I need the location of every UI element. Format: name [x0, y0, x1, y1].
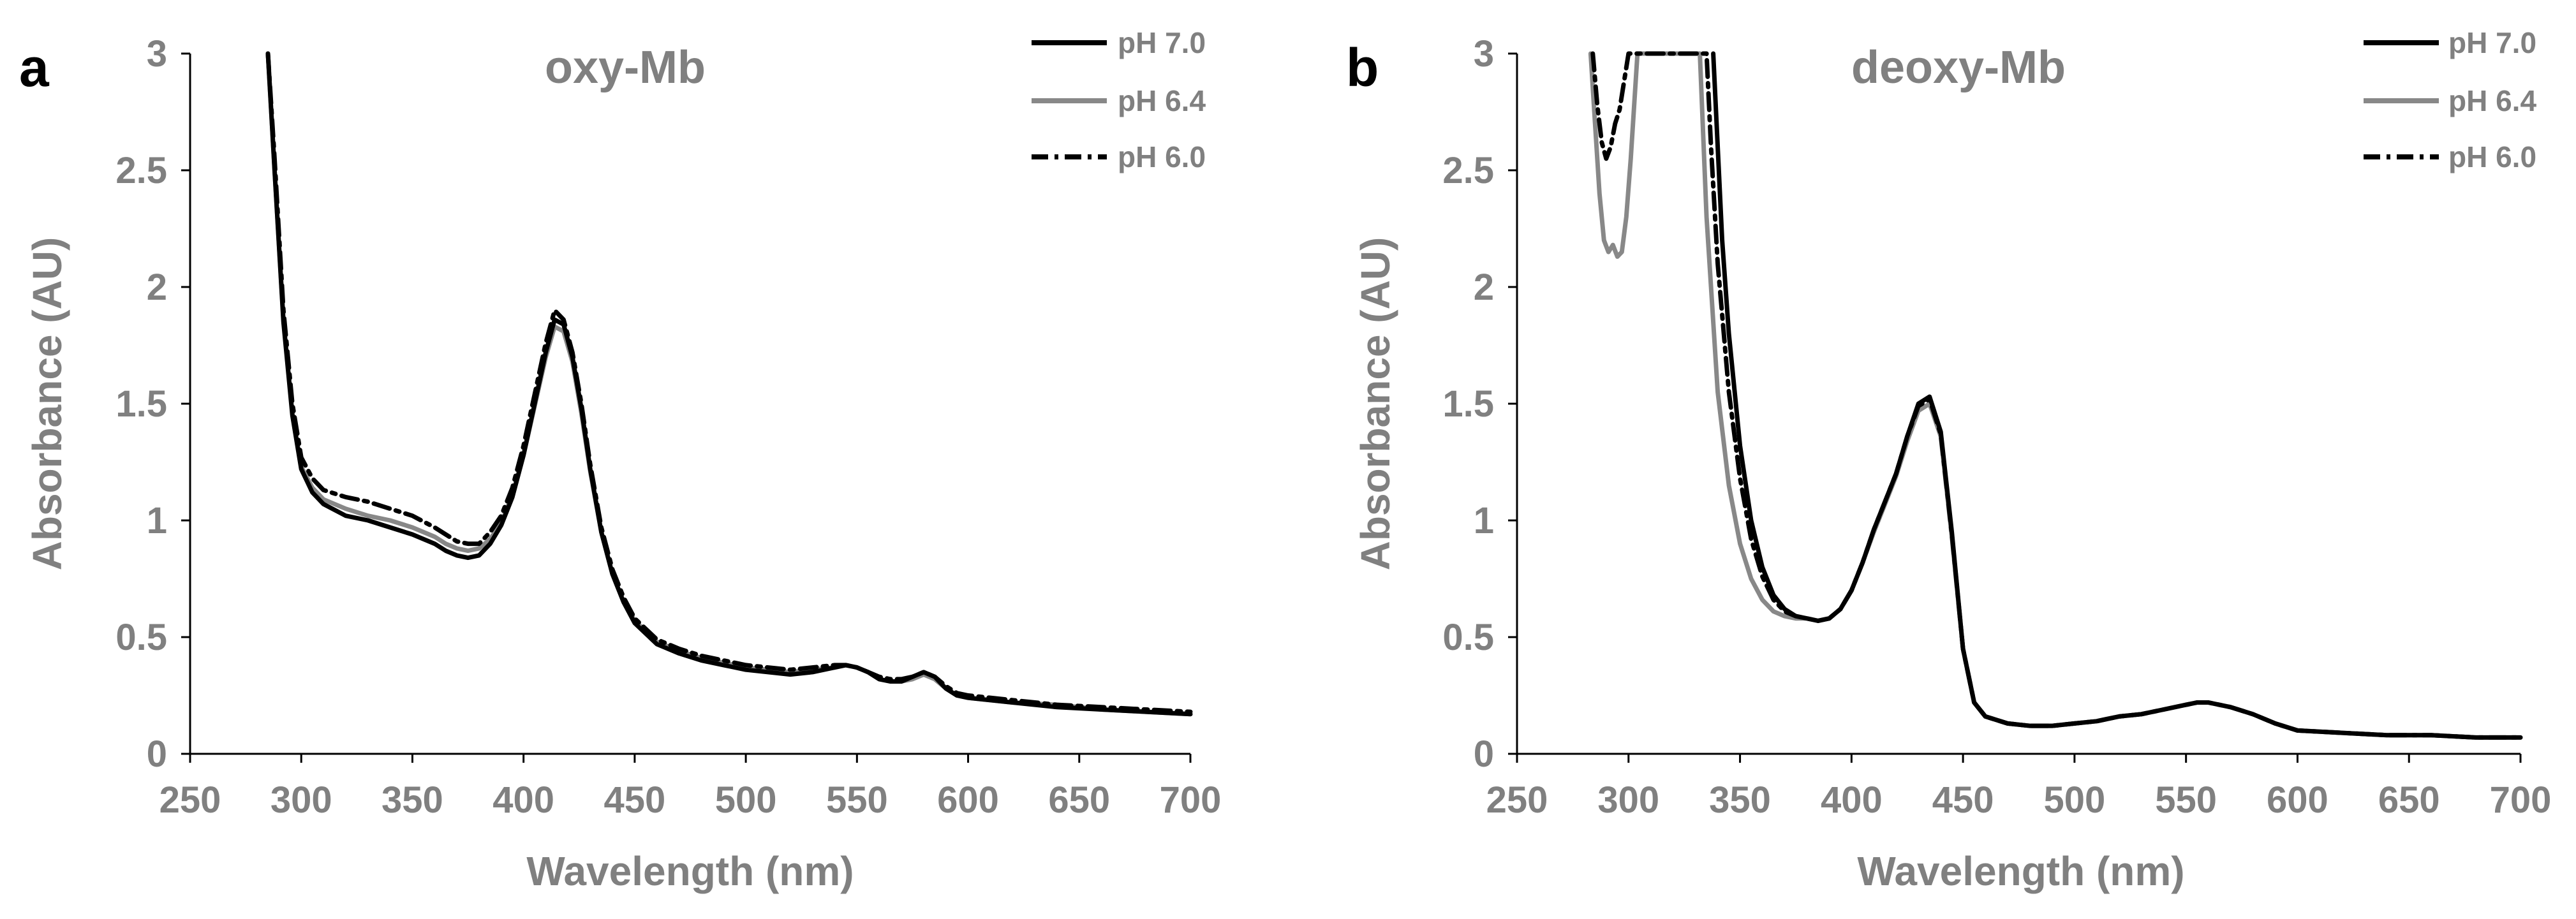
- panel-b-x-tick-label-3: 400: [1821, 779, 1883, 821]
- panel-b-x-tick-label-2: 350: [1709, 779, 1771, 821]
- panel-b-series-layer: [1588, 51, 2523, 740]
- panel-b-y-tick-label-1: 0.5: [1442, 617, 1494, 658]
- panel-b-deoxy-mb: b deoxy-Mb 250 300 350 400 450 500 550 600 650 70…: [1346, 26, 2551, 894]
- panel-a-x-tick-label-4: 450: [603, 779, 665, 821]
- panel-b-x-tick-label-4: 450: [1932, 779, 1994, 821]
- panel-b-legend-entry-0: pH 7.0: [2364, 26, 2536, 59]
- panel-a-series-layer: [265, 51, 1193, 717]
- panel-a-x-tick-label-3: 400: [492, 779, 554, 821]
- panel-a-legend-entry-0: pH 7.0: [1032, 26, 1206, 59]
- panel-a-legend: pH 7.0 pH 6.4 pH 6.0: [1032, 26, 1206, 173]
- panel-a-y-tick-label-3: 1.5: [115, 383, 167, 425]
- panel-b-x-tick-label-7: 600: [2267, 779, 2328, 821]
- panel-b-y-tick-label-5: 2.5: [1442, 150, 1494, 191]
- panel-a-legend-label-0: pH 7.0: [1118, 26, 1206, 59]
- panel-b-legend-entry-1: pH 6.4: [2364, 84, 2536, 117]
- panel-b-legend-label-0: pH 7.0: [2448, 26, 2536, 59]
- panel-b-plot-area: 250 300 350 400 450 500 550 600 650 700 0 0.5 1 1.5 2 2…: [1442, 33, 2551, 821]
- panel-b-y-tick-label-4: 2: [1474, 267, 1494, 308]
- panel-a-x-axis-label: Wavelength (nm): [526, 848, 854, 894]
- panel-b-y-tick-label-3: 1.5: [1442, 383, 1494, 425]
- panel-a-label: a: [19, 38, 50, 98]
- panel-a-series-line-ph-7-0: [265, 51, 1193, 717]
- panel-b-x-tick-label-9: 700: [2490, 779, 2552, 821]
- panel-a-legend-label-2: pH 6.0: [1118, 140, 1206, 173]
- panel-a-y-tick-label-2: 1: [147, 500, 167, 541]
- panel-b-y-axis-label: Absorbance (AU): [1352, 237, 1398, 571]
- panel-a-y-axis-label: Absorbance (AU): [24, 237, 70, 571]
- panel-a-x-tick-label-8: 650: [1048, 779, 1110, 821]
- panel-b-x-tick-label-8: 650: [2378, 779, 2440, 821]
- panel-a-x-tick-label-6: 550: [826, 779, 888, 821]
- panel-b-x-axis-label: Wavelength (nm): [1857, 848, 2184, 894]
- panel-a-x-tick-label-2: 350: [381, 779, 443, 821]
- panel-b-legend-label-2: pH 6.0: [2448, 140, 2536, 173]
- panel-a-x-tick-label-7: 600: [937, 779, 999, 821]
- panel-b-x-tick-label-0: 250: [1486, 779, 1548, 821]
- panel-a-y-tick-label-1: 0.5: [115, 617, 167, 658]
- panel-a-legend-label-1: pH 6.4: [1118, 84, 1206, 117]
- panel-b-legend-label-1: pH 6.4: [2448, 84, 2536, 117]
- panel-a-x-tick-label-1: 300: [270, 779, 332, 821]
- panel-a-x-tick-label-9: 700: [1160, 779, 1222, 821]
- panel-a-x-tick-label-5: 500: [715, 779, 777, 821]
- panel-b-y-tick-label-6: 3: [1474, 33, 1494, 75]
- panel-a-y-tick-label-4: 2: [147, 267, 167, 308]
- panel-b-y-tick-label-0: 0: [1474, 733, 1494, 775]
- panel-b-legend-entry-2: pH 6.0: [2364, 140, 2536, 173]
- panel-b-legend: pH 7.0 pH 6.4 pH 6.0: [2364, 26, 2536, 173]
- panel-a-legend-entry-1: pH 6.4: [1032, 84, 1206, 117]
- panel-a-title: oxy-Mb: [545, 42, 706, 93]
- panel-a-y-tick-label-6: 3: [147, 33, 167, 75]
- panel-a-series-line-ph-6-4: [265, 51, 1193, 717]
- panel-a-series-line-ph-6-0: [265, 51, 1193, 714]
- panel-b-series-line-ph-6-0: [1590, 51, 2523, 740]
- panel-a-plot-area: 250 300 350 400 450 500 550 600 650 700 0 0.5 1 1.5 2 2…: [115, 33, 1221, 821]
- panel-a-y-tick-label-0: 0: [147, 733, 167, 775]
- panel-a-ticks-layer: 250 300 350 400 450 500 550 600 650 700 0 0.5 1 1.5 2 2…: [115, 33, 1221, 821]
- panel-b-label: b: [1346, 38, 1379, 98]
- panel-b-x-tick-label-6: 550: [2155, 779, 2217, 821]
- panel-b-x-tick-label-5: 500: [2043, 779, 2105, 821]
- panel-b-ticks-layer: 250 300 350 400 450 500 550 600 650 700 0 0.5 1 1.5 2 2…: [1442, 33, 2551, 821]
- panel-b-y-tick-label-2: 1: [1474, 500, 1494, 541]
- panel-a-oxy-mb: a oxy-Mb 250 300 350 400 450 500 550 600 650 700 0…: [19, 26, 1221, 894]
- panel-b-title: deoxy-Mb: [1851, 42, 2066, 93]
- panel-a-y-tick-label-5: 2.5: [115, 150, 167, 191]
- panel-a-x-tick-label-0: 250: [159, 779, 221, 821]
- panel-b-x-tick-label-1: 300: [1597, 779, 1659, 821]
- panel-a-legend-entry-2: pH 6.0: [1032, 140, 1206, 173]
